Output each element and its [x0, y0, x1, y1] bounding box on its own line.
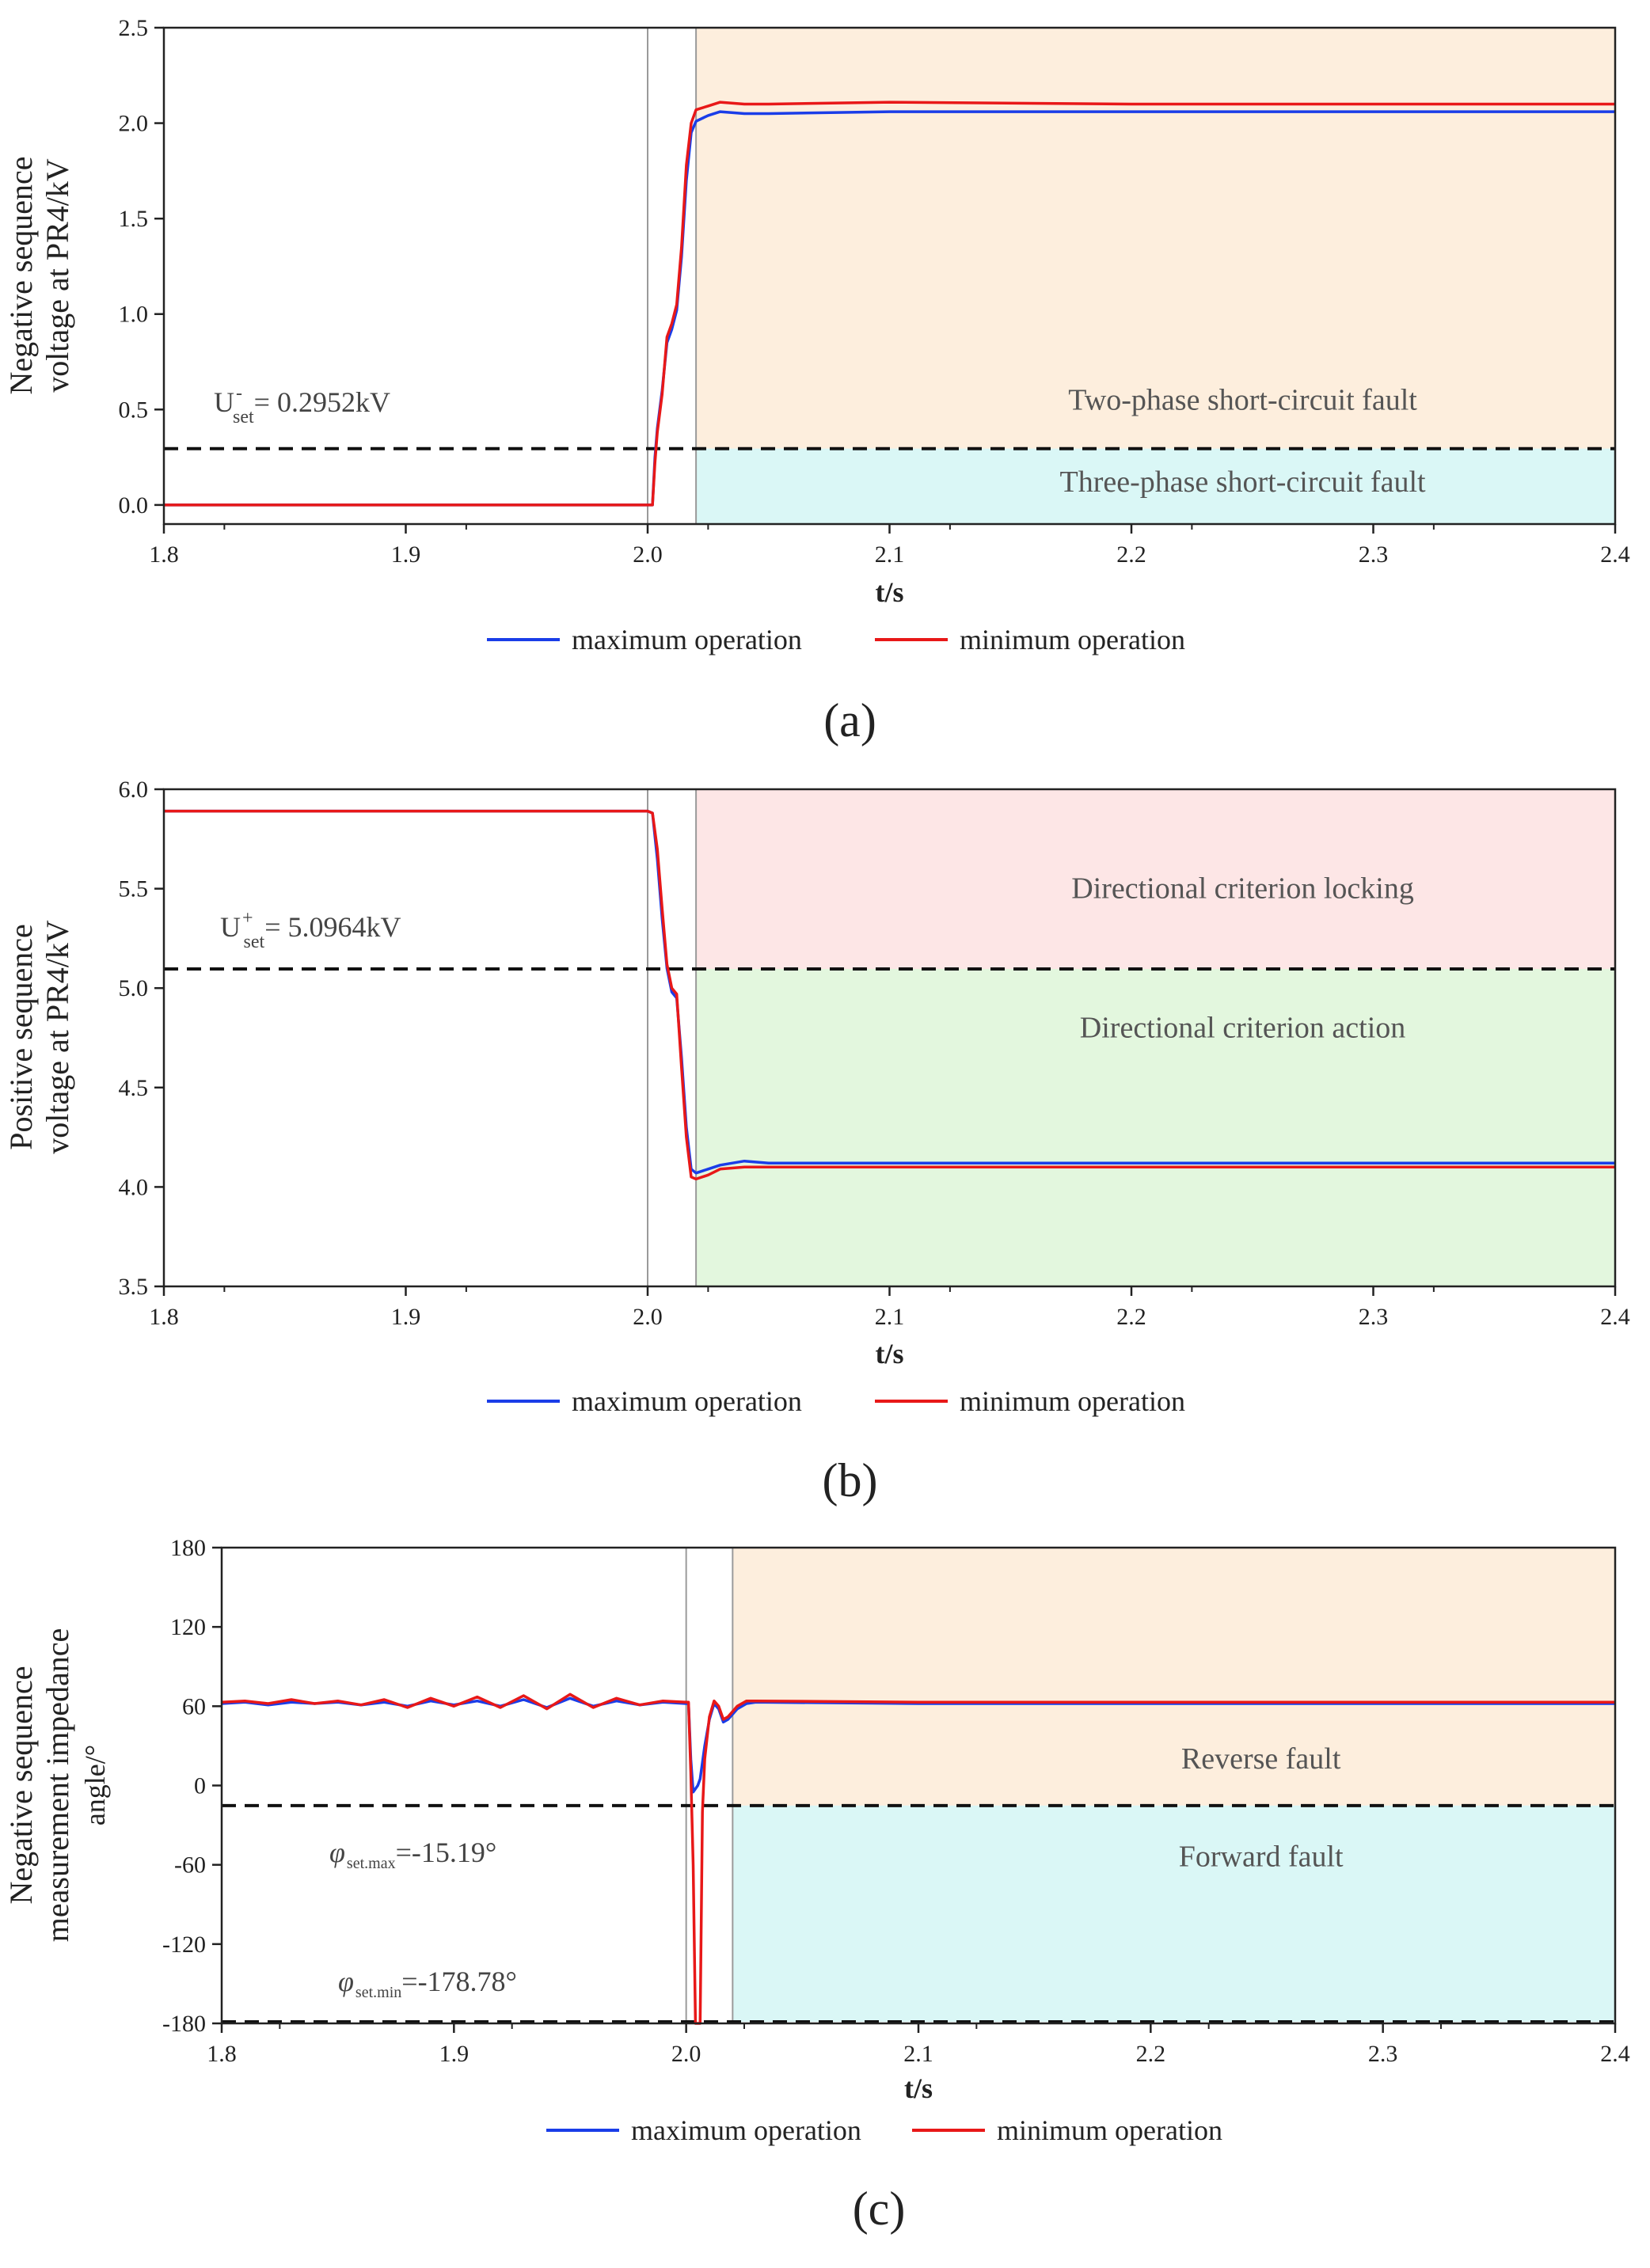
y-tick-label: 2.0 — [119, 111, 149, 137]
x-tick-label: 2.2 — [1136, 2041, 1166, 2067]
region-label: Reverse fault — [1181, 1742, 1341, 1776]
y-tick-label: 1.0 — [119, 302, 149, 328]
threshold-value: = 0.2952kV — [254, 386, 390, 418]
legend-entry: maximum operation — [572, 1385, 802, 1417]
x-tick-label: 2.1 — [875, 541, 905, 568]
y-axis-label: Positive sequencevoltage at PR4/kV — [3, 920, 75, 1154]
y-tick-label: 3.5 — [119, 1274, 149, 1300]
x-tick-label: 1.8 — [149, 541, 179, 568]
legend-entry: minimum operation — [997, 2114, 1222, 2146]
panel-label: (c) — [853, 2183, 906, 2235]
legend-entry: maximum operation — [572, 624, 802, 655]
region-label: Directional criterion action — [1080, 1011, 1406, 1044]
y-tick-label: 5.5 — [119, 876, 149, 902]
x-tick-label: 2.2 — [1116, 1304, 1146, 1330]
y-axis-label-line: measurement impedance — [40, 1628, 75, 1942]
chart-panel-2: 1.8 1.9 2.0 2.1 2.2 2.3 2.4 3.5 4.0 4.5 5.0 5.5 6.0 P… — [3, 777, 1630, 1506]
y-tick-label: -60 — [174, 1852, 206, 1879]
threshold-value: =-15.19° — [396, 1837, 497, 1868]
region-label: Directional criterion locking — [1071, 872, 1414, 906]
y-axis-label-line: angle/° — [79, 1745, 111, 1825]
x-axis-label: t/s — [876, 576, 904, 608]
x-tick-label: 2.0 — [633, 541, 663, 568]
y-axis-label-line: Positive sequence — [3, 924, 39, 1150]
threshold-label-2: φ set.min=-178.78° — [338, 1966, 517, 2001]
region-shade — [696, 968, 1615, 1286]
legend-entry: minimum operation — [960, 624, 1185, 655]
x-tick-label: 1.9 — [391, 1304, 421, 1330]
panel-label: (b) — [823, 1454, 878, 1506]
x-tick-label: 1.9 — [439, 2041, 470, 2067]
threshold-sub: set — [233, 407, 254, 427]
x-tick-label: 2.1 — [875, 1304, 905, 1330]
threshold-label: U+ set= 5.0964kV — [220, 908, 401, 952]
y-tick-label: 0.5 — [119, 397, 149, 423]
y-tick-label: -180 — [162, 2011, 206, 2037]
threshold-value: = 5.0964kV — [264, 911, 401, 943]
chart-panel-3: 1.8 1.9 2.0 2.1 2.2 2.3 2.4 -180 -120 -60 0 60 120 18… — [3, 1535, 1630, 2235]
y-axis-label: Negative sequencevoltage at PR4/kV — [3, 157, 75, 395]
y-axis-label: Negative sequencemeasurement impedance an… — [3, 1628, 111, 1942]
y-tick-label: 4.0 — [119, 1174, 149, 1200]
x-tick-label: 2.3 — [1359, 1304, 1389, 1330]
region-shade — [696, 448, 1615, 524]
y-tick-label: 6.0 — [119, 777, 149, 803]
x-axis-label: t/s — [876, 1338, 904, 1370]
region-label: Forward fault — [1179, 1841, 1344, 1874]
y-tick-label: 0 — [194, 1773, 206, 1799]
x-tick-label: 1.9 — [391, 541, 421, 568]
panel-label: (a) — [823, 694, 876, 747]
threshold-sub: set — [244, 932, 265, 952]
region-shade — [732, 1548, 1616, 1806]
y-tick-label: -120 — [162, 1932, 206, 1958]
threshold-sup: - — [236, 383, 242, 404]
y-tick-label: 60 — [182, 1693, 206, 1719]
x-tick-label: 1.8 — [207, 2041, 237, 2067]
y-axis-label-line: Negative sequence — [3, 1666, 39, 1905]
threshold-value: =-178.78° — [401, 1966, 517, 1997]
threshold-sup: + — [242, 908, 253, 929]
threshold-symbol: U — [214, 386, 234, 418]
region-shade — [732, 1805, 1616, 2022]
y-tick-label: 4.5 — [119, 1075, 149, 1101]
x-tick-label: 2.0 — [633, 1304, 663, 1330]
x-axis-label: t/s — [904, 2072, 933, 2104]
region-label: Three-phase short-circuit fault — [1059, 465, 1426, 499]
x-tick-label: 2.3 — [1368, 2041, 1398, 2067]
y-axis-label-line: voltage at PR4/kV — [40, 158, 75, 393]
y-axis-label-line: voltage at PR4/kV — [40, 920, 75, 1154]
region-label: Two-phase short-circuit fault — [1068, 383, 1417, 416]
x-tick-label: 2.4 — [1600, 2041, 1630, 2067]
y-tick-label: 180 — [170, 1535, 206, 1561]
x-tick-label: 2.4 — [1600, 541, 1630, 568]
region-shade — [696, 789, 1615, 969]
threshold-symbol: φ — [329, 1837, 345, 1868]
series-line-minimum — [164, 101, 1615, 507]
y-tick-label: 5.0 — [119, 975, 149, 1001]
threshold-symbol: U — [220, 911, 241, 943]
series-line-minimum — [164, 809, 1615, 1181]
x-tick-label: 1.8 — [149, 1304, 179, 1330]
y-axis-label-line: Negative sequence — [3, 157, 39, 395]
y-tick-label: 2.5 — [119, 15, 149, 41]
threshold-symbol: φ — [338, 1966, 354, 1997]
region-shade — [696, 28, 1615, 449]
series-line-minimum — [221, 1692, 1615, 2025]
chart-panel-1: 1.8 1.9 2.0 2.1 2.2 2.3 2.4 0.0 0.5 1.0 1.5 2.0 2.5 N… — [3, 15, 1630, 747]
threshold-sub: set.max — [347, 1855, 396, 1872]
x-tick-label: 2.3 — [1359, 541, 1389, 568]
x-tick-label: 2.2 — [1116, 541, 1146, 568]
legend-entry: minimum operation — [960, 1385, 1185, 1417]
legend-entry: maximum operation — [631, 2114, 861, 2146]
y-tick-label: 1.5 — [119, 206, 149, 232]
y-tick-label: 120 — [170, 1614, 206, 1640]
threshold-sub: set.min — [355, 1984, 401, 2001]
x-tick-label: 2.1 — [903, 2041, 933, 2067]
threshold-label: φ set.max=-15.19° — [329, 1837, 496, 1872]
y-tick-label: 0.0 — [119, 492, 149, 519]
threshold-label: U- set= 0.2952kV — [214, 383, 390, 427]
x-tick-label: 2.0 — [671, 2041, 701, 2067]
x-tick-label: 2.4 — [1600, 1304, 1630, 1330]
